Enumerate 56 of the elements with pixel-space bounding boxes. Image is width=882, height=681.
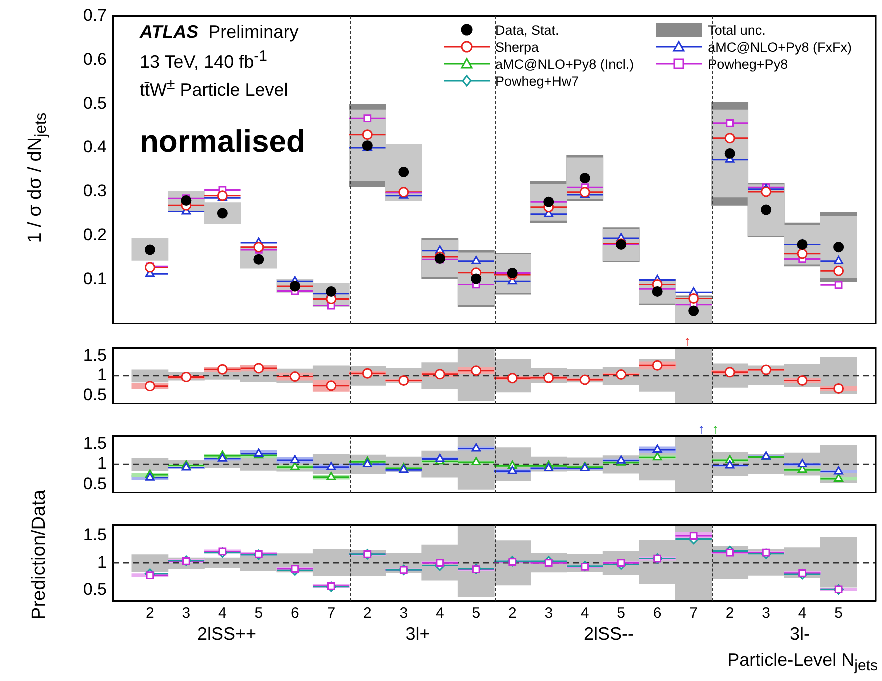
text: 2lSS++ (197, 624, 257, 645)
x-tick-label: 4 (580, 605, 590, 622)
y-tick-label: 0.1 (83, 270, 107, 289)
legend-label: Data, Stat. (496, 22, 560, 38)
x-tick-label: 2 (726, 605, 734, 622)
x-tick-label: 4 (218, 605, 227, 622)
y-tick-label: 1 (98, 366, 107, 385)
legend-label: aMC@NLO+Py8 (FxFx) (708, 40, 852, 54)
annotation: ↑ (698, 421, 705, 437)
x-tick-label: 3 (544, 605, 554, 622)
annotation: ATLAS Preliminary (140, 22, 299, 43)
y-tick-label: 1.5 (83, 526, 107, 545)
y-tick-label: 0.5 (83, 94, 107, 113)
legend-label: aMC@NLO+Py8 (Incl.) (496, 56, 634, 72)
x-tick-label: 7 (690, 605, 698, 622)
x-tick-label: 4 (436, 605, 444, 622)
x-tick-label: 2 (146, 605, 154, 622)
y-tick-label: 1 (98, 552, 107, 572)
x-tick-label: 3 (182, 605, 191, 622)
legend-label: Powheg+Hw7 (496, 74, 580, 88)
x-tick-label: 2 (508, 605, 517, 622)
y-axis-title: Prediction/Data (29, 490, 51, 620)
y-tick-label: 0.4 (83, 138, 107, 157)
annotation: ↑ (712, 421, 719, 437)
x-tick-label: 5 (617, 605, 626, 622)
y-tick-label: 0.7 (83, 6, 107, 25)
x-tick-label: 5 (254, 605, 264, 622)
x-tick-label: 4 (798, 605, 807, 622)
x-tick-label: 5 (834, 605, 843, 622)
legend-label: Sherpa (496, 40, 540, 54)
annotation: normalised (140, 124, 306, 160)
text: 3l- (790, 624, 810, 645)
y-tick-label: 1.5 (83, 434, 107, 453)
y-tick-label: 1 (98, 454, 107, 474)
x-tick-label: 3 (400, 605, 408, 622)
y-tick-label: 0.5 (83, 386, 107, 405)
annotation: tt̄W$^{±}$ Particle Level (140, 76, 288, 101)
y-tick-label: 0.5 (83, 580, 107, 599)
x-tick-label: 3 (762, 605, 770, 622)
text: 2lSS-- (584, 624, 634, 645)
y-tick-label: 0.2 (83, 226, 107, 245)
legend-label: Powheg+Py8 (708, 56, 788, 72)
x-tick-label: 6 (653, 605, 662, 622)
x-tick-label: 5 (472, 605, 481, 622)
x-tick-label: 6 (290, 605, 300, 622)
y-tick-label: 1.5 (83, 346, 107, 365)
x-tick-label: 2 (363, 605, 372, 622)
annotation: 13 TeV, 140 fb$^{-1}$ (140, 48, 268, 73)
y-tick-label: 0.5 (83, 474, 107, 494)
y-tick-label: 0.3 (83, 182, 107, 201)
y-tick-label: 0.6 (83, 50, 107, 69)
x-tick-label: 7 (327, 605, 336, 622)
text: 3l+ (406, 624, 430, 645)
annotation: ↑ (684, 333, 691, 349)
legend-label: Total unc. (708, 22, 766, 38)
x-axis-title: Particle-Level N$_{jets}$ (728, 650, 878, 675)
